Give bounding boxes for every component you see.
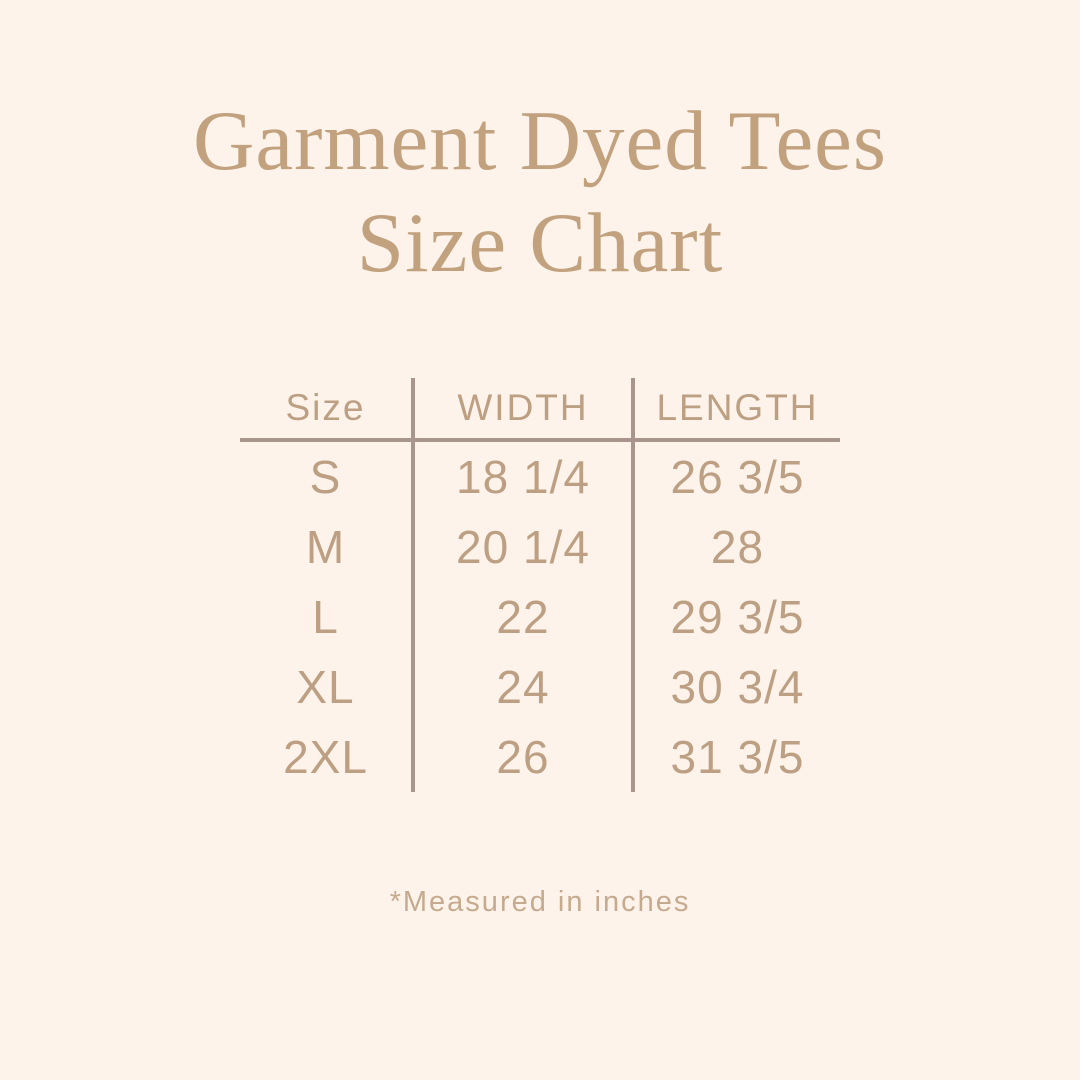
header-cell-width: WIDTH [411,378,635,442]
cell-length: 26 3/5 [670,451,805,503]
cell-width: 20 1/4 [411,512,635,582]
cell-length: 30 3/4 [670,661,805,713]
cell-width: 26 [411,722,635,792]
title-line-2: Size Chart [356,196,724,290]
cell-width: 18 1/4 [411,442,635,512]
cell-length: 29 3/5 [670,591,805,643]
cell-size: 2XL [283,731,368,783]
cell-width: 24 [411,652,635,722]
cell-width: 22 [411,582,635,652]
cell-size: S [309,451,342,503]
title-line-1: Garment Dyed Tees [193,94,887,188]
header-cell-length: LENGTH [635,378,840,442]
size-table: Size WIDTH LENGTH S 18 1/4 26 3/5 M 20 1… [240,378,840,792]
cell-size: L [312,591,339,643]
cell-length: 28 [710,521,765,573]
page-title: Garment Dyed Tees Size Chart [0,0,1080,294]
cell-size: XL [296,661,355,713]
cell-length: 31 3/5 [670,731,805,783]
header-cell-size: Size [240,378,411,442]
cell-size: M [305,521,346,573]
footnote: *Measured in inches [389,886,691,918]
